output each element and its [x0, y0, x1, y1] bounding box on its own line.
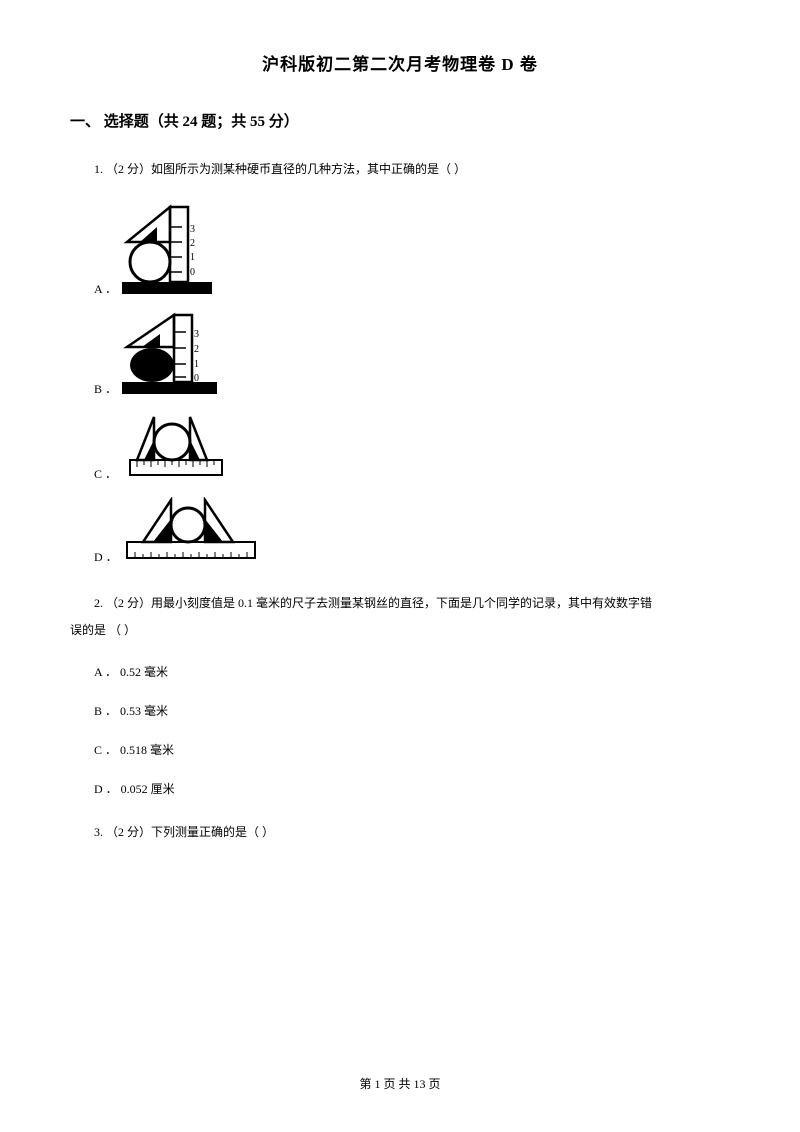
svg-text:2: 2: [190, 238, 195, 249]
q1-option-c: C ．: [70, 412, 730, 482]
q1-option-d-label: D ．: [70, 548, 118, 565]
svg-text:1: 1: [190, 252, 195, 263]
q1-option-d-image: [123, 497, 258, 565]
q2-option-d: D ． 0.052 厘米: [70, 780, 730, 797]
svg-text:0: 0: [194, 373, 199, 384]
q3-text: 3. （2 分）下列测量正确的是（ ）: [70, 819, 730, 845]
section-label: 选择题（共 24 题；共 55 分）: [104, 114, 299, 130]
q2-option-a: A ． 0.52 毫米: [70, 663, 730, 680]
q2-option-c: C ． 0.518 毫米: [70, 741, 730, 758]
q1-option-a: A ． 3 2 1 0: [70, 202, 730, 297]
q1-text: 1. （2 分）如图所示为测某种硬币直径的几种方法，其中正确的是（ ）: [70, 156, 730, 182]
svg-text:2: 2: [194, 344, 199, 355]
svg-text:3: 3: [194, 329, 199, 340]
section-number: 一、: [70, 114, 100, 130]
svg-text:3: 3: [190, 224, 195, 235]
q1-option-a-image: 3 2 1 0: [122, 202, 212, 297]
page-title: 沪科版初二第二次月考物理卷 D 卷: [70, 50, 730, 75]
svg-text:0: 0: [190, 267, 195, 278]
q1-option-d: D ．: [70, 497, 730, 565]
q1-option-c-image: [122, 412, 227, 482]
q1-option-b-label: B ．: [70, 380, 117, 397]
q1-option-b: B ． 3 2 1 0: [70, 312, 730, 397]
q1-option-a-label: A ．: [70, 280, 117, 297]
svg-text:1: 1: [194, 359, 199, 370]
q2-option-b: B ． 0.53 毫米: [70, 702, 730, 719]
q2-text-line1: 2. （2 分）用最小刻度值是 0.1 毫米的尺子去测量某钢丝的直径，下面是几个…: [70, 590, 730, 616]
q2-text-line2: 误的是 （ ）: [70, 617, 730, 643]
section-header: 一、 选择题（共 24 题；共 55 分）: [70, 110, 730, 131]
page-footer: 第 1 页 共 13 页: [0, 1075, 800, 1092]
q1-option-b-image: 3 2 1 0: [122, 312, 217, 397]
q1-option-c-label: C ．: [70, 465, 117, 482]
